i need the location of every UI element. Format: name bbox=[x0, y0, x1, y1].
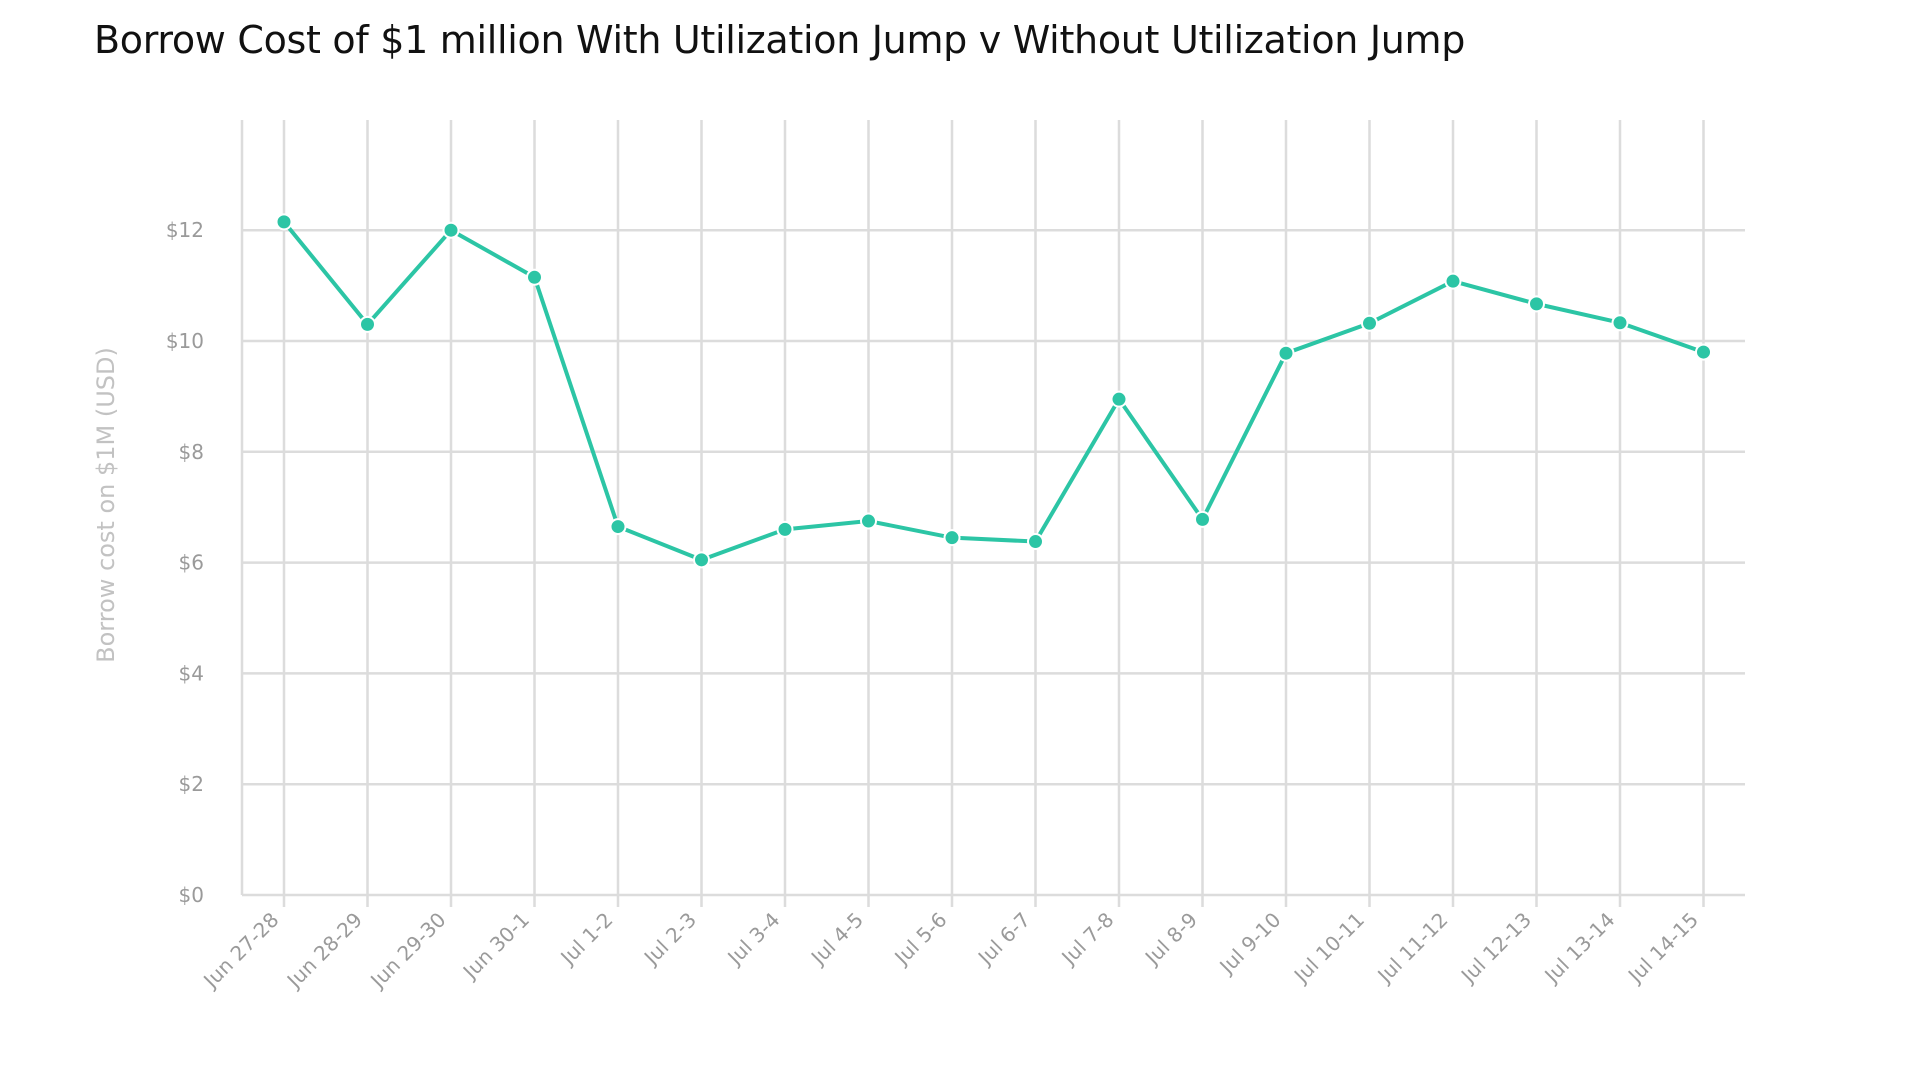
y-tick-label: $2 bbox=[179, 772, 204, 796]
horizontal-gridlines bbox=[242, 228, 1745, 897]
data-point bbox=[1361, 314, 1378, 332]
x-tick-label: Jul 13-14 bbox=[1538, 908, 1619, 989]
data-point bbox=[860, 512, 877, 530]
x-tick-label: Jul 10-11 bbox=[1288, 908, 1369, 989]
data-point bbox=[693, 551, 710, 569]
data-point bbox=[1695, 343, 1712, 361]
vertical-gridlines bbox=[282, 120, 1705, 907]
x-tick-label: Jul 4-5 bbox=[805, 908, 868, 971]
y-axis-label: Borrow cost on $1M (USD) bbox=[92, 347, 120, 663]
data-point bbox=[1027, 533, 1044, 551]
x-tick-label: Jul 6-7 bbox=[972, 908, 1035, 971]
series-line bbox=[282, 219, 1706, 562]
data-point bbox=[359, 315, 376, 333]
data-point bbox=[609, 518, 627, 536]
data-point bbox=[1611, 314, 1629, 332]
data-point bbox=[1110, 390, 1128, 408]
y-tick-label: $4 bbox=[179, 661, 204, 685]
data-point bbox=[1444, 272, 1462, 290]
y-tick-label: $10 bbox=[166, 329, 204, 353]
y-tick-label: $8 bbox=[179, 440, 204, 464]
data-point bbox=[442, 221, 460, 239]
x-tick-label: Jul 12-13 bbox=[1455, 908, 1536, 989]
data-point bbox=[1194, 510, 1211, 528]
y-tick-label: $12 bbox=[166, 218, 204, 242]
data-point bbox=[776, 520, 794, 538]
y-tick-label: $0 bbox=[179, 883, 204, 907]
data-point bbox=[1277, 344, 1295, 362]
data-point bbox=[1528, 295, 1545, 313]
x-tick-label: Jul 7-8 bbox=[1055, 908, 1118, 971]
x-tick-label: Jul 3-4 bbox=[721, 908, 784, 971]
series-group bbox=[275, 213, 1712, 569]
y-tick-label: $6 bbox=[179, 551, 204, 575]
x-tick-label: Jul 8-9 bbox=[1139, 908, 1202, 971]
data-point bbox=[943, 529, 961, 547]
x-tick-label: Jul 9-10 bbox=[1213, 908, 1285, 980]
data-point bbox=[275, 213, 293, 231]
x-tick-label: Jul 14-15 bbox=[1622, 908, 1703, 989]
x-tick-label: Jul 2-3 bbox=[638, 908, 701, 971]
x-tick-label: Jun 29-30 bbox=[364, 908, 450, 994]
x-tick-label: Jun 30-1 bbox=[457, 908, 534, 985]
data-point bbox=[526, 268, 543, 286]
y-tick-labels: $0 $2 $4 $6 $8 $10 $12 bbox=[166, 218, 204, 907]
x-tick-label: Jul 11-12 bbox=[1371, 908, 1452, 989]
x-tick-label: Jul 1-2 bbox=[554, 908, 617, 971]
x-tick-label: Jun 27-28 bbox=[197, 908, 283, 994]
chart-title: Borrow Cost of $1 million With Utilizati… bbox=[94, 18, 1466, 62]
x-tick-label: Jun 28-29 bbox=[281, 908, 367, 994]
x-tick-label: Jul 5-6 bbox=[888, 908, 951, 971]
